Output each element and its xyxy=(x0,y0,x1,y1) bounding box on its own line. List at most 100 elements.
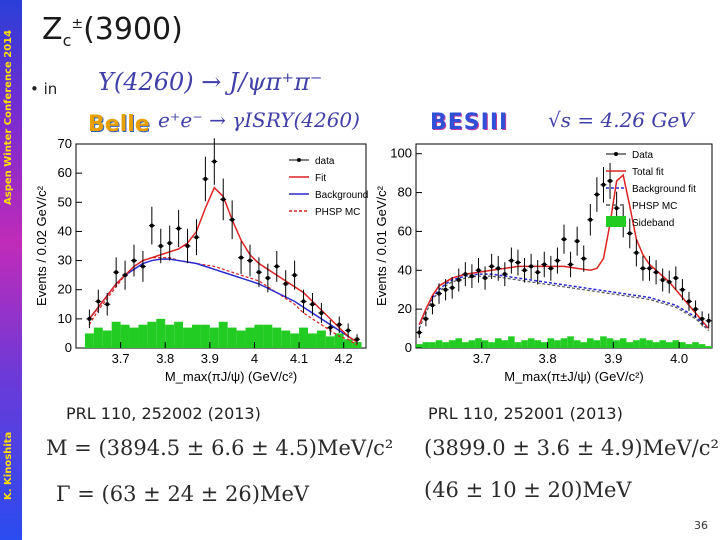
sideband-bar xyxy=(481,340,489,348)
x-tick-label: 4 xyxy=(251,351,258,366)
data-point xyxy=(640,266,645,271)
sideband-bar xyxy=(165,324,175,348)
data-point xyxy=(194,235,199,240)
data-point xyxy=(167,241,172,246)
sideband-bar xyxy=(626,342,634,348)
data-point xyxy=(140,264,145,269)
sideband-bar xyxy=(508,336,515,348)
legend-label: Sideband xyxy=(632,218,674,229)
title-main: Z xyxy=(42,12,63,47)
sideband-bar xyxy=(633,340,640,348)
sideband-bar xyxy=(573,340,581,348)
sideband-bar xyxy=(646,340,653,348)
data-point xyxy=(265,276,270,281)
data-point xyxy=(686,299,691,304)
data-point xyxy=(627,231,632,236)
data-point xyxy=(509,258,514,263)
data-point xyxy=(700,316,705,321)
sideband-bar xyxy=(227,327,237,348)
data-point xyxy=(417,330,422,335)
sideband-bar xyxy=(580,342,588,348)
sideband-bar xyxy=(705,346,712,348)
x-tick-label: 3.7 xyxy=(473,351,491,366)
sideband-bar xyxy=(308,333,317,348)
sideband-bar xyxy=(281,330,291,348)
data-point xyxy=(535,270,540,275)
x-tick-label: 4.2 xyxy=(335,351,353,366)
sideband-bar xyxy=(534,340,541,348)
data-point xyxy=(463,272,468,277)
sideband-bar xyxy=(200,324,210,348)
title-sup: ± xyxy=(71,16,84,32)
sideband-bar xyxy=(665,342,673,348)
sideband-bar xyxy=(442,342,449,348)
data-point xyxy=(548,266,553,271)
data-point xyxy=(239,255,244,260)
data-point xyxy=(654,270,659,275)
data-point xyxy=(301,299,306,304)
sideband-bar xyxy=(462,342,469,348)
sideband-bar xyxy=(435,340,443,348)
sideband-bar xyxy=(120,324,130,348)
data-point xyxy=(256,270,261,275)
sideband-bar xyxy=(316,330,326,348)
sideband-bar xyxy=(102,330,112,348)
data-point xyxy=(555,258,560,263)
legend-swatch-dot xyxy=(614,152,618,156)
sideband-bar xyxy=(685,344,693,348)
data-point xyxy=(346,328,351,333)
data-point xyxy=(469,274,474,279)
sideband-bar xyxy=(218,321,228,348)
data-point xyxy=(283,281,288,286)
title-rest: (3900) xyxy=(83,12,183,47)
sideband-bar xyxy=(692,342,699,348)
sideband-bar xyxy=(698,344,706,348)
data-point xyxy=(430,303,435,308)
x-axis-label: M_max(π±J/ψ) (GeV/c²) xyxy=(504,369,643,384)
y-tick-label: 10 xyxy=(58,311,72,326)
sideband-bar xyxy=(554,340,561,348)
phsp-curve xyxy=(418,275,710,331)
sideband-bar xyxy=(468,340,476,348)
data-point xyxy=(123,273,128,278)
process-line-1: Y(4260) → J/ψπ⁺π⁻ xyxy=(98,68,323,96)
sidebar-band xyxy=(0,0,22,540)
data-point xyxy=(114,270,119,275)
reference-belle: PRL 110, 252002 (2013) xyxy=(66,404,261,423)
sideband-bar xyxy=(448,340,456,348)
sideband-bar xyxy=(334,333,344,348)
legend-label: Background fit xyxy=(632,184,696,195)
data-point xyxy=(230,217,235,222)
data-point xyxy=(105,302,110,307)
data-point xyxy=(706,318,711,323)
data-point xyxy=(221,197,226,202)
besiii-chart: 0 20 40 60 80 100 3.7 3.8 3.9 4.0 M_max(π±J/ψ) (Ge… xyxy=(374,143,713,384)
belle-logo: Belle xyxy=(88,112,150,137)
sideband-bar xyxy=(672,340,680,348)
data-point xyxy=(248,258,252,263)
sideband-bar xyxy=(619,338,627,348)
sideband-bar xyxy=(429,342,436,348)
sideband-bar xyxy=(325,336,335,348)
legend-swatch-dot xyxy=(297,158,301,162)
sideband-bar xyxy=(192,324,201,348)
sideband-bar xyxy=(272,327,282,348)
sideband-bar xyxy=(263,324,273,348)
sideband-bar xyxy=(679,342,686,348)
data-point xyxy=(647,266,652,271)
data-point xyxy=(337,322,342,327)
sideband-bar xyxy=(514,342,522,348)
sideband-bar xyxy=(488,342,495,348)
x-axis-label: M_max(πJ/ψ) (GeV/c²) xyxy=(165,369,297,384)
sideband-bar xyxy=(613,340,620,348)
data-point xyxy=(693,307,698,312)
sideband-bar xyxy=(540,342,548,348)
sideband-bar xyxy=(659,340,666,348)
legend-label: PHSP MC xyxy=(315,207,360,218)
process-line-2: e⁺e⁻ → γISRY(4260) xyxy=(158,108,360,132)
bullet-in: • in xyxy=(30,80,58,98)
sideband-bar xyxy=(560,338,568,348)
slide-title: Zc±(3900) xyxy=(42,12,183,50)
reference-besiii: PRL 110, 252001 (2013) xyxy=(428,404,623,423)
besiii-width-result: (46 ± 10 ± 20)MeV xyxy=(424,478,632,502)
